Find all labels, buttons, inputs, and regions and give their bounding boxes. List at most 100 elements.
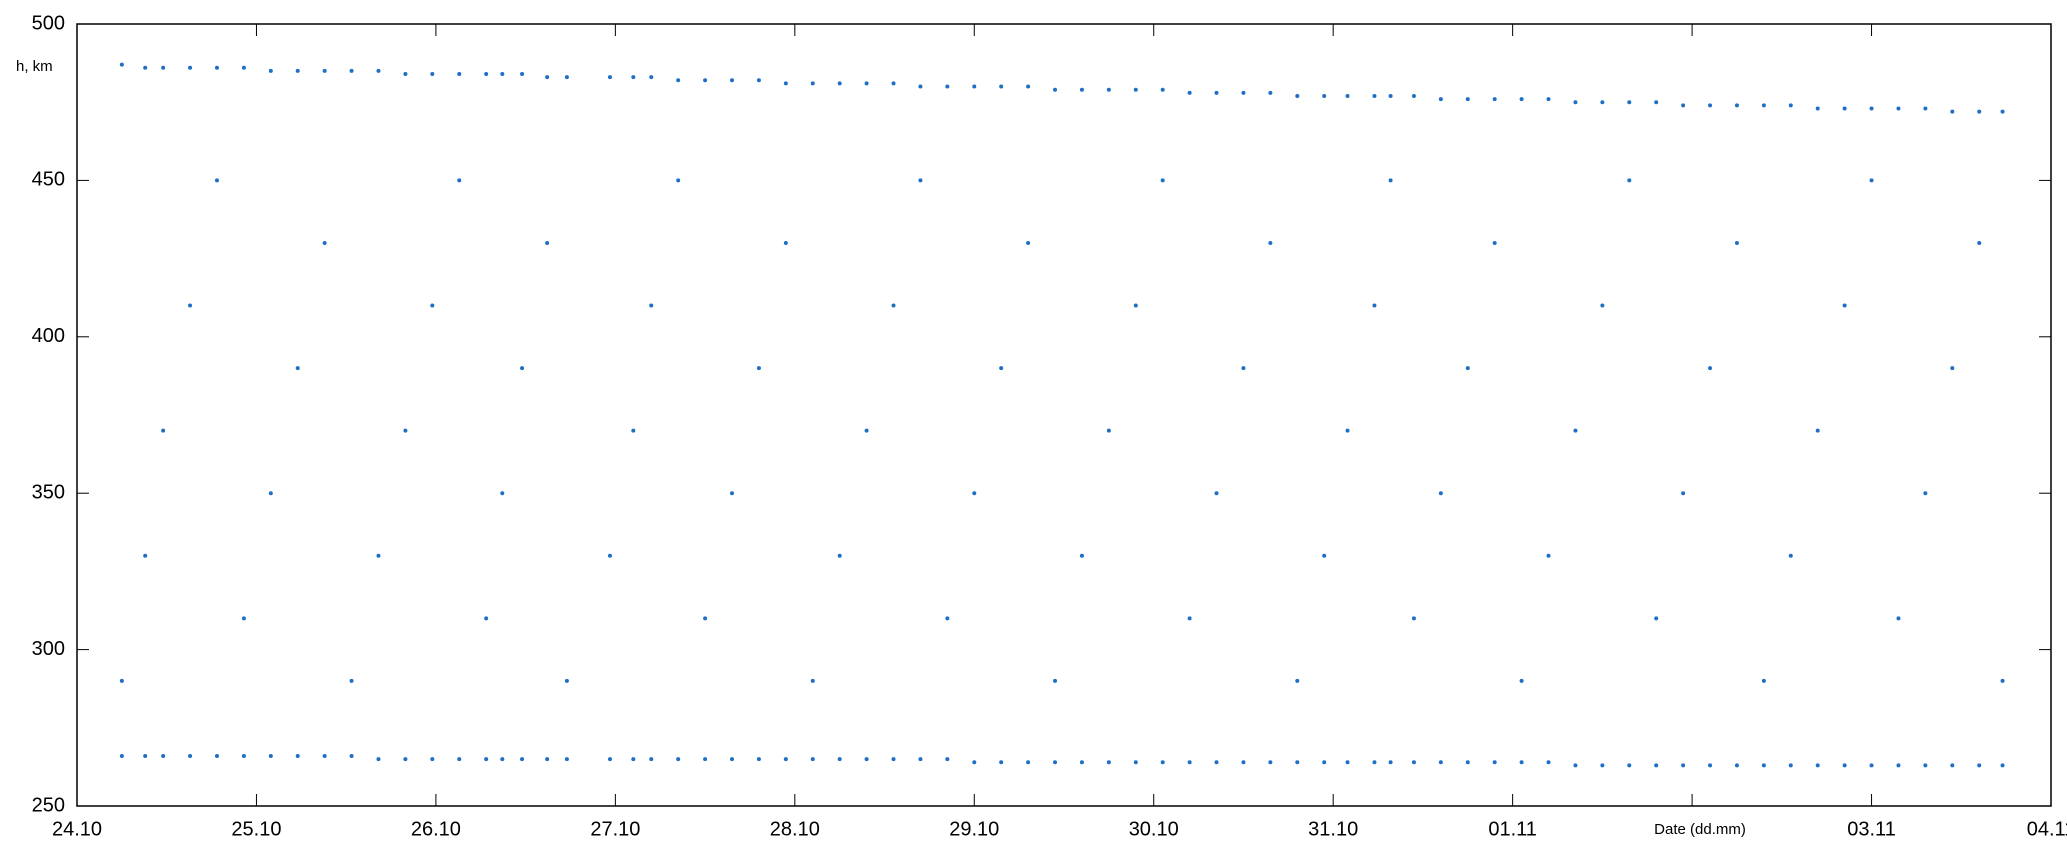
data-point (756, 366, 761, 371)
data-point (1106, 760, 1111, 765)
data-point (376, 757, 381, 762)
data-point (1295, 678, 1300, 683)
data-point (1761, 678, 1766, 683)
data-point (457, 178, 462, 183)
data-point (403, 72, 408, 77)
data-point (500, 757, 505, 762)
data-point (1160, 87, 1165, 92)
data-point (119, 62, 124, 67)
data-point (1214, 90, 1219, 95)
data-point (1977, 240, 1982, 245)
data-point (143, 553, 148, 558)
data-point (241, 616, 246, 621)
data-point (1026, 84, 1031, 89)
data-point (999, 760, 1004, 765)
data-point (1950, 109, 1955, 114)
data-point (1372, 93, 1377, 98)
data-point (1627, 178, 1632, 183)
data-point (188, 65, 193, 70)
data-point (676, 78, 681, 83)
data-point (1842, 303, 1847, 308)
data-point (214, 753, 219, 758)
data-point (1388, 178, 1393, 183)
data-point (564, 75, 569, 80)
data-point (484, 616, 489, 621)
x-tick-label: 26.10 (411, 818, 461, 840)
data-point (1950, 366, 1955, 371)
x-tick-label: 03.11 (1847, 818, 1896, 840)
data-point (1815, 763, 1820, 768)
data-point (564, 678, 569, 683)
data-point (864, 428, 869, 433)
x-tick-label: 27.10 (590, 818, 640, 840)
data-point (1734, 103, 1739, 108)
data-point (484, 72, 489, 77)
data-point (783, 240, 788, 245)
data-point (756, 757, 761, 762)
data-point (1372, 303, 1377, 308)
data-point (1241, 366, 1246, 371)
data-point (2000, 763, 2005, 768)
data-point (891, 81, 896, 86)
data-point (484, 757, 489, 762)
data-point (545, 75, 550, 80)
data-point (520, 757, 525, 762)
data-point (1160, 760, 1165, 765)
data-point (349, 68, 354, 73)
data-point (1654, 100, 1659, 105)
data-point (430, 757, 435, 762)
data-point (1438, 760, 1443, 765)
data-point (1708, 763, 1713, 768)
data-point (1600, 100, 1605, 105)
data-point (1627, 763, 1632, 768)
data-point (783, 757, 788, 762)
data-point (2000, 678, 2005, 683)
data-point (810, 757, 815, 762)
data-point (1241, 760, 1246, 765)
data-point (1923, 763, 1928, 768)
data-point (1600, 763, 1605, 768)
data-point (457, 757, 462, 762)
data-point (1345, 428, 1350, 433)
x-tick-label: 24.10 (52, 818, 102, 840)
data-point (1322, 760, 1327, 765)
data-point (1106, 87, 1111, 92)
data-point (1411, 616, 1416, 621)
data-point (161, 753, 166, 758)
y-tick-label: 300 (32, 638, 65, 660)
y-tick-label: 250 (32, 794, 65, 816)
data-point (810, 678, 815, 683)
data-point (1322, 553, 1327, 558)
data-point (1345, 760, 1350, 765)
data-point (1734, 240, 1739, 245)
data-point (564, 757, 569, 762)
data-point (1322, 93, 1327, 98)
data-point (403, 757, 408, 762)
data-point (1546, 760, 1551, 765)
data-point (161, 428, 166, 433)
data-point (1654, 616, 1659, 621)
x-axis-label: Date (dd.mm) (1654, 821, 1746, 838)
data-point (972, 491, 977, 496)
data-point (1896, 106, 1901, 111)
data-point (1345, 93, 1350, 98)
data-point (1465, 97, 1470, 102)
data-point (1896, 763, 1901, 768)
data-point (607, 75, 612, 80)
data-point (1708, 103, 1713, 108)
data-point (1133, 760, 1138, 765)
data-point (1187, 90, 1192, 95)
data-point (1923, 491, 1928, 496)
data-point (1546, 97, 1551, 102)
data-point (403, 428, 408, 433)
data-point (1519, 97, 1524, 102)
plot-frame (76, 23, 2052, 807)
data-point (1681, 103, 1686, 108)
data-point (1761, 103, 1766, 108)
data-point (1492, 97, 1497, 102)
data-point (241, 65, 246, 70)
data-point (631, 428, 636, 433)
data-point (1546, 553, 1551, 558)
data-point (1842, 763, 1847, 768)
